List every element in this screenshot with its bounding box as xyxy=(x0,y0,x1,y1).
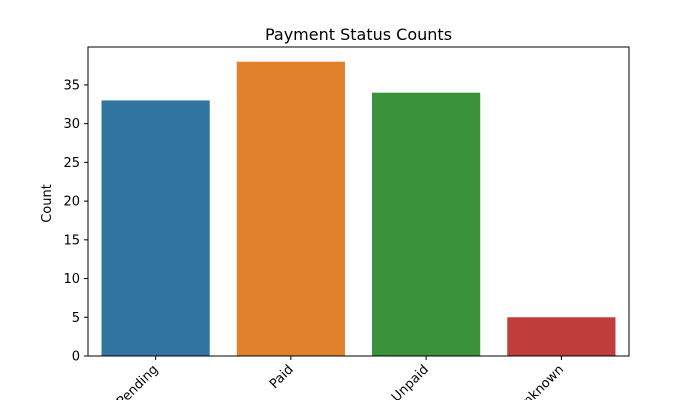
y-tick-label: 30 xyxy=(63,117,80,132)
y-tick-label: 15 xyxy=(63,233,80,248)
y-axis-title: Count xyxy=(40,184,55,223)
plot-frame xyxy=(87,46,630,357)
bar-unpaid xyxy=(372,92,481,357)
y-tick-label: 35 xyxy=(63,78,80,93)
x-tick-label-unknown: Unknown xyxy=(514,362,567,400)
bars-layer xyxy=(101,61,616,357)
bar-pending xyxy=(101,100,210,356)
x-axis: Pending Paid Unpaid Unknown xyxy=(114,356,567,404)
y-tick-label: 10 xyxy=(63,272,80,287)
y-tick-label: 20 xyxy=(63,195,80,210)
y-tick-label: 5 xyxy=(72,311,80,326)
x-tick-label-paid: Paid xyxy=(267,362,297,392)
x-tick-label-unpaid: Unpaid xyxy=(389,362,432,400)
chart-title: Payment Status Counts xyxy=(265,25,452,44)
bar-paid xyxy=(236,61,345,356)
y-tick-label: 0 xyxy=(72,350,80,365)
x-tick-label-pending: Pending xyxy=(114,362,161,400)
y-tick-label: 25 xyxy=(63,156,80,171)
bar-unknown xyxy=(507,317,616,356)
y-axis: 0 5 10 15 20 25 30 35 xyxy=(63,78,88,365)
